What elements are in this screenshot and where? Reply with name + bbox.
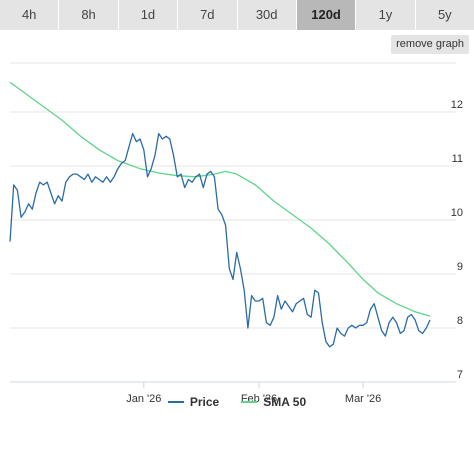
tab-120d[interactable]: 120d (296, 0, 357, 30)
x-axis (10, 381, 456, 388)
chart-legend: Price SMA 50 (0, 392, 474, 412)
tab-7d[interactable]: 7d (178, 0, 238, 30)
timeframe-tabs: 4h 8h 1d 7d 30d 120d 1y 5y (0, 0, 474, 30)
y-tick-label: 9 (457, 261, 463, 273)
y-tick-label: 7 (457, 369, 463, 381)
price-legend-swatch (167, 401, 184, 403)
legend-item-price[interactable]: Price (167, 395, 220, 409)
x-tick-label: Mar '26 (345, 393, 381, 405)
tab-1d[interactable]: 1d (119, 0, 179, 30)
series-lines (9, 81, 431, 348)
legend-label-sma: SMA 50 (263, 395, 307, 409)
sma-50-line (9, 81, 431, 317)
tab-4h[interactable]: 4h (0, 0, 60, 30)
y-tick-label: 8 (457, 315, 463, 327)
gridlines (10, 62, 456, 329)
remove-graph-button[interactable]: remove graph (391, 35, 469, 54)
tab-1y[interactable]: 1y (356, 0, 416, 30)
y-tick-label: 12 (451, 99, 463, 111)
y-tick-label: 10 (451, 207, 463, 219)
sma-legend-swatch (241, 401, 258, 403)
tab-30d[interactable]: 30d (238, 0, 297, 30)
y-tick-label: 11 (452, 153, 463, 165)
price-line (9, 132, 431, 348)
legend-label-price: Price (189, 395, 220, 409)
x-tick-label: Jan '26 (126, 393, 161, 405)
tab-8h[interactable]: 8h (59, 0, 119, 30)
legend-item-sma[interactable]: SMA 50 (241, 395, 306, 409)
y-axis-labels: 7 8 9 10 11 12 (451, 99, 463, 381)
tab-5y[interactable]: 5y (437, 7, 452, 22)
